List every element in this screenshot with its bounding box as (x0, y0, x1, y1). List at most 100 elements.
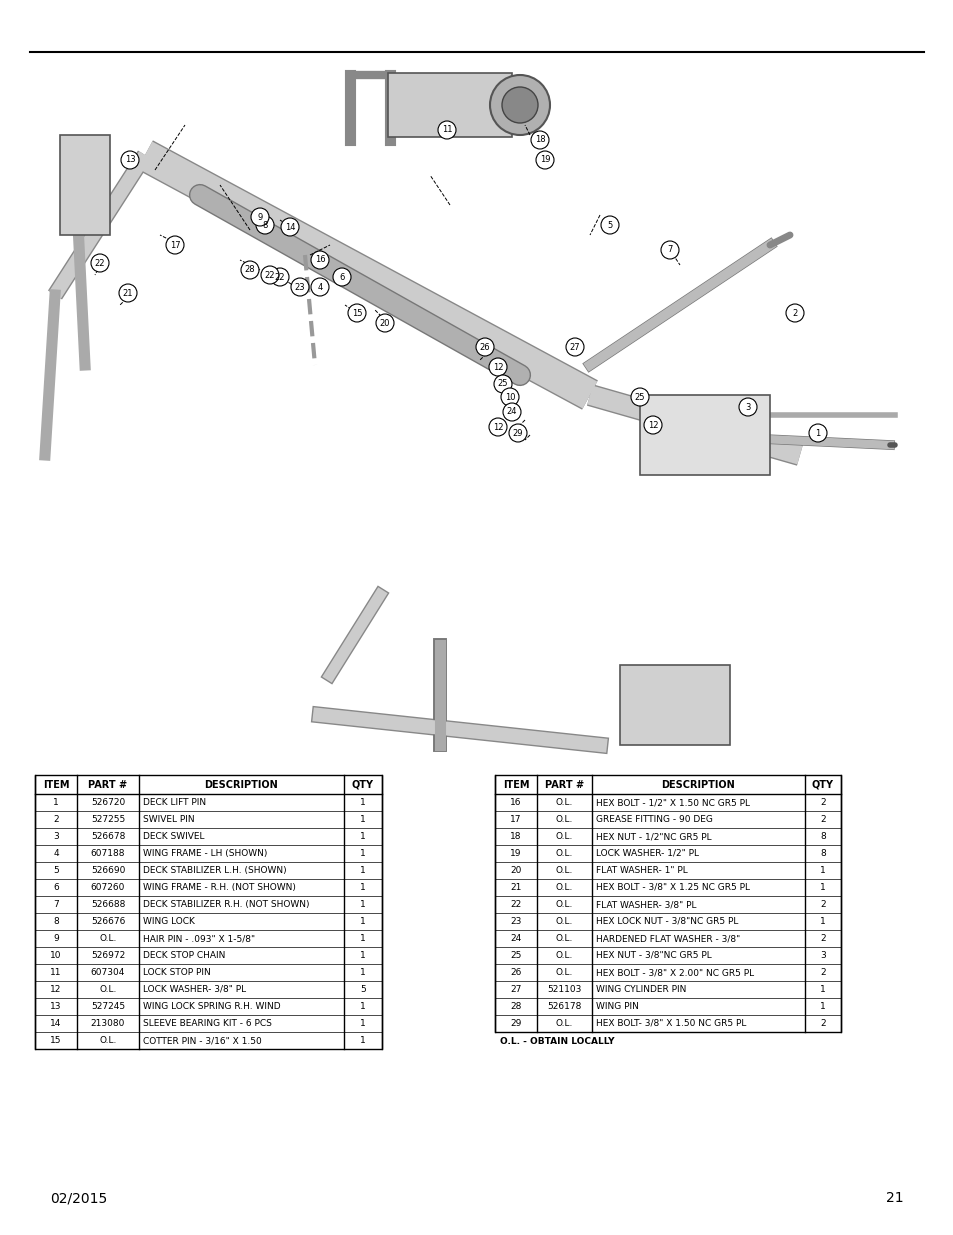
Text: 14: 14 (51, 1019, 62, 1028)
Text: 1: 1 (359, 1019, 366, 1028)
Circle shape (490, 75, 550, 135)
Text: 20: 20 (379, 319, 390, 327)
Text: 8: 8 (53, 918, 59, 926)
Text: DECK STABILIZER R.H. (NOT SHOWN): DECK STABILIZER R.H. (NOT SHOWN) (143, 900, 309, 909)
Text: 24: 24 (510, 934, 521, 944)
Text: 24: 24 (506, 408, 517, 416)
Circle shape (489, 358, 506, 375)
Text: 12: 12 (493, 363, 503, 372)
Text: 27: 27 (569, 342, 579, 352)
Circle shape (271, 268, 289, 287)
Text: 1: 1 (820, 1002, 825, 1011)
FancyBboxPatch shape (388, 73, 512, 137)
Text: HEX BOLT- 3/8" X 1.50 NC GR5 PL: HEX BOLT- 3/8" X 1.50 NC GR5 PL (596, 1019, 745, 1028)
Text: 3: 3 (820, 951, 825, 960)
Text: WING PIN: WING PIN (596, 1002, 639, 1011)
Circle shape (311, 278, 329, 296)
Text: 607304: 607304 (91, 968, 125, 977)
Text: FLAT WASHER- 1" PL: FLAT WASHER- 1" PL (596, 866, 687, 876)
Text: 27: 27 (510, 986, 521, 994)
Text: 18: 18 (534, 136, 545, 144)
Circle shape (489, 417, 506, 436)
Circle shape (119, 284, 137, 303)
Text: 02/2015: 02/2015 (50, 1191, 107, 1205)
Text: 607260: 607260 (91, 883, 125, 892)
Text: O.L.: O.L. (556, 848, 573, 858)
Text: 20: 20 (510, 866, 521, 876)
FancyBboxPatch shape (619, 664, 729, 745)
Text: WING FRAME - LH (SHOWN): WING FRAME - LH (SHOWN) (143, 848, 267, 858)
Text: 2: 2 (820, 815, 825, 824)
Text: 1: 1 (359, 918, 366, 926)
Text: 2: 2 (53, 815, 59, 824)
FancyBboxPatch shape (60, 135, 110, 235)
Text: HEX BOLT - 3/8" X 2.00" NC GR5 PL: HEX BOLT - 3/8" X 2.00" NC GR5 PL (596, 968, 753, 977)
Circle shape (255, 216, 274, 233)
Text: QTY: QTY (811, 779, 833, 789)
Text: 12: 12 (51, 986, 62, 994)
Text: 12: 12 (493, 422, 503, 431)
Text: ITEM: ITEM (43, 779, 70, 789)
Text: 1: 1 (820, 986, 825, 994)
Text: 15: 15 (352, 309, 362, 317)
Text: 6: 6 (339, 273, 344, 282)
Text: 526178: 526178 (547, 1002, 581, 1011)
Text: 12: 12 (647, 420, 658, 430)
Circle shape (630, 388, 648, 406)
Text: 25: 25 (510, 951, 521, 960)
Text: 11: 11 (51, 968, 62, 977)
Text: 1: 1 (820, 918, 825, 926)
Text: 25: 25 (634, 393, 644, 401)
Text: O.L. - OBTAIN LOCALLY: O.L. - OBTAIN LOCALLY (499, 1037, 614, 1046)
Text: 4: 4 (53, 848, 59, 858)
Text: 19: 19 (539, 156, 550, 164)
Circle shape (808, 424, 826, 442)
Text: 3: 3 (744, 403, 750, 411)
Text: 10: 10 (51, 951, 62, 960)
Text: 1: 1 (359, 1002, 366, 1011)
Text: 26: 26 (479, 342, 490, 352)
Text: HEX NUT - 1/2"NC GR5 PL: HEX NUT - 1/2"NC GR5 PL (596, 832, 711, 841)
Text: DECK SWIVEL: DECK SWIVEL (143, 832, 204, 841)
Text: DESCRIPTION: DESCRIPTION (661, 779, 735, 789)
Text: 8: 8 (820, 832, 825, 841)
Text: 5: 5 (53, 866, 59, 876)
Text: O.L.: O.L. (99, 1036, 116, 1045)
Bar (35, 776, 381, 1049)
Text: WING LOCK SPRING R.H. WIND: WING LOCK SPRING R.H. WIND (143, 1002, 280, 1011)
Text: LOCK WASHER- 3/8" PL: LOCK WASHER- 3/8" PL (143, 986, 246, 994)
Text: 29: 29 (510, 1019, 521, 1028)
Text: HARDENED FLAT WASHER - 3/8": HARDENED FLAT WASHER - 3/8" (596, 934, 740, 944)
Text: 6: 6 (53, 883, 59, 892)
Text: 1: 1 (815, 429, 820, 437)
Text: 15: 15 (51, 1036, 62, 1045)
Text: O.L.: O.L. (99, 934, 116, 944)
Text: 8: 8 (820, 848, 825, 858)
Text: SWIVEL PIN: SWIVEL PIN (143, 815, 194, 824)
Text: PART #: PART # (544, 779, 583, 789)
Text: 18: 18 (510, 832, 521, 841)
Circle shape (375, 314, 394, 332)
Text: WING LOCK: WING LOCK (143, 918, 194, 926)
FancyBboxPatch shape (639, 395, 769, 475)
Text: 526688: 526688 (91, 900, 125, 909)
Text: 521103: 521103 (547, 986, 581, 994)
Text: 16: 16 (510, 798, 521, 806)
Text: 29: 29 (512, 429, 522, 437)
Text: 2: 2 (820, 900, 825, 909)
Text: 21: 21 (885, 1191, 903, 1205)
Text: 526972: 526972 (91, 951, 125, 960)
Text: ITEM: ITEM (502, 779, 529, 789)
Text: 1: 1 (359, 900, 366, 909)
Circle shape (311, 251, 329, 269)
Circle shape (281, 219, 298, 236)
Text: 1: 1 (359, 815, 366, 824)
Text: 1: 1 (820, 866, 825, 876)
Text: 10: 10 (504, 393, 515, 401)
Text: 1: 1 (359, 1036, 366, 1045)
Bar (495, 776, 841, 1032)
Text: O.L.: O.L. (556, 883, 573, 892)
Text: 13: 13 (51, 1002, 62, 1011)
Text: 1: 1 (359, 832, 366, 841)
Circle shape (333, 268, 351, 287)
